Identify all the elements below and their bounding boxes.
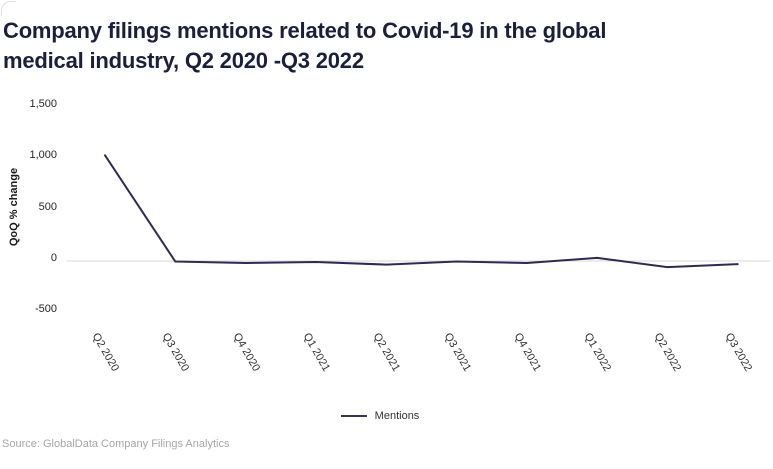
y-tick-label: -500	[34, 303, 57, 316]
chart-legend: Mentions	[0, 410, 760, 422]
x-tick-label: Q3 2021	[441, 331, 473, 374]
card-corner-border	[1, 1, 16, 16]
y-tick-label: 1,000	[29, 149, 57, 162]
x-tick-label: Q3 2020	[159, 331, 192, 374]
source-note: Source: GlobalData Company Filings Analy…	[2, 438, 230, 450]
x-tick-label: Q2 2022	[651, 331, 684, 374]
x-tick-label: Q4 2021	[511, 331, 543, 374]
chart-title-line-2: medical industry, Q2 2020 -Q3 2022	[3, 48, 364, 73]
x-tick-label: Q3 2022	[722, 331, 754, 374]
chart-title: Company filings mentions related to Covi…	[3, 16, 606, 76]
x-tick-label: Q1 2021	[300, 331, 332, 374]
y-tick-label: 0	[50, 252, 57, 264]
legend-line-swatch	[340, 415, 367, 417]
legend-item-mentions: Mentions	[340, 410, 420, 422]
x-tick-label: Q2 2020	[89, 331, 122, 374]
y-axis-tick-labels: 1,500 1,000 500 0 -500	[0, 0, 57, 469]
y-tick-label: 500	[38, 200, 57, 213]
y-tick-label: 1,500	[29, 98, 57, 111]
mentions-series-line	[104, 154, 739, 269]
legend-label: Mentions	[374, 410, 420, 422]
x-tick-label: Q2 2021	[370, 331, 403, 374]
x-tick-label: Q1 2022	[581, 331, 614, 374]
chart-title-line-1: Company filings mentions related to Covi…	[3, 18, 607, 43]
x-tick-label: Q4 2020	[230, 331, 262, 374]
